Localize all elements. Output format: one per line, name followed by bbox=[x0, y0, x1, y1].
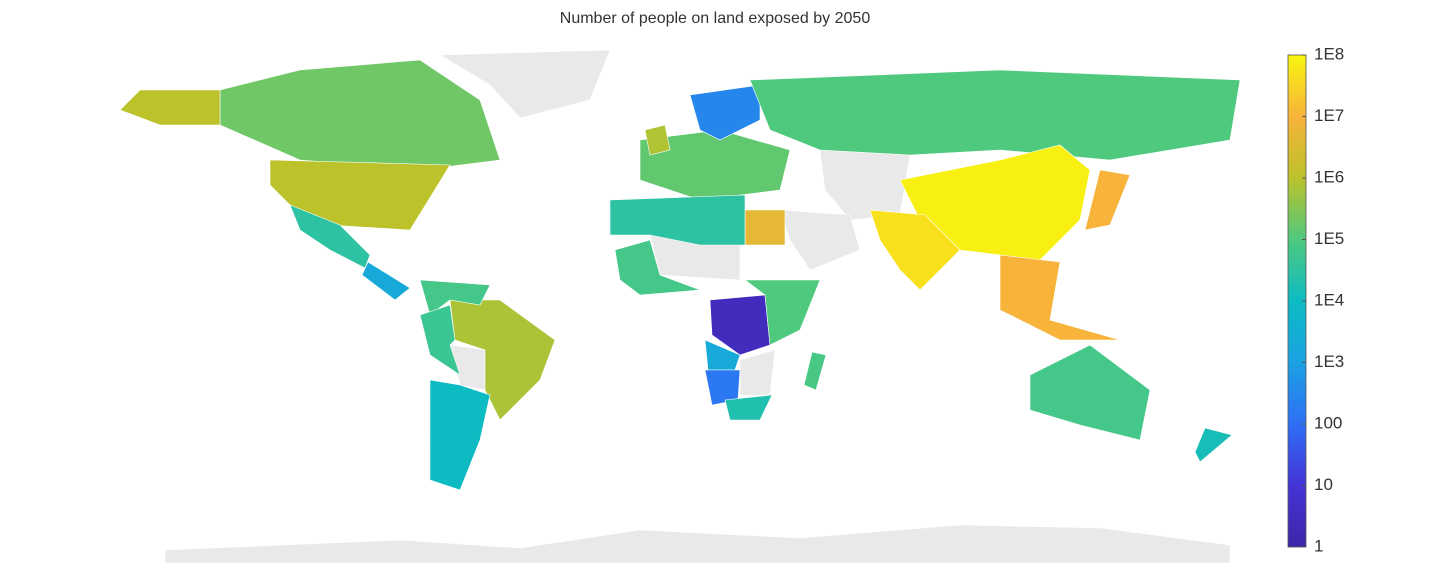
region bbox=[744, 209, 786, 246]
region bbox=[419, 279, 491, 316]
region bbox=[361, 261, 411, 301]
region bbox=[869, 209, 961, 291]
region bbox=[999, 254, 1121, 341]
world-map bbox=[119, 49, 1241, 563]
region bbox=[744, 279, 821, 346]
no-data-region bbox=[819, 149, 911, 221]
region bbox=[1029, 344, 1151, 441]
colorbar-tick-label: 1E7 bbox=[1314, 106, 1344, 125]
region bbox=[219, 59, 501, 171]
colorbar-tick-label: 1 bbox=[1314, 536, 1323, 555]
colorbar-tick-label: 1E6 bbox=[1314, 167, 1344, 186]
region bbox=[429, 379, 491, 491]
region bbox=[609, 194, 746, 246]
region bbox=[614, 239, 701, 296]
colorbar-tick-label: 100 bbox=[1314, 413, 1342, 432]
region bbox=[803, 351, 827, 391]
chart-title: Number of people on land exposed by 2050 bbox=[560, 10, 871, 27]
region bbox=[724, 394, 773, 421]
no-data-region bbox=[779, 209, 861, 271]
region bbox=[709, 294, 771, 356]
no-data-region bbox=[438, 49, 611, 119]
colorbar-tick-label: 1E8 bbox=[1314, 44, 1344, 63]
region bbox=[119, 89, 221, 126]
no-data-region bbox=[164, 524, 1231, 563]
colorbar-tick-label: 1E4 bbox=[1314, 290, 1344, 309]
region bbox=[644, 124, 671, 156]
no-data-region bbox=[739, 349, 776, 396]
colorbar-tick-label: 10 bbox=[1314, 475, 1333, 494]
region bbox=[689, 84, 761, 141]
region bbox=[1194, 427, 1233, 463]
colorbar-tick-label: 1E3 bbox=[1314, 352, 1344, 371]
region bbox=[419, 304, 461, 376]
region bbox=[449, 299, 556, 421]
region bbox=[1084, 169, 1131, 231]
region bbox=[749, 69, 1241, 161]
colorbar-tick-label: 1E5 bbox=[1314, 229, 1344, 248]
